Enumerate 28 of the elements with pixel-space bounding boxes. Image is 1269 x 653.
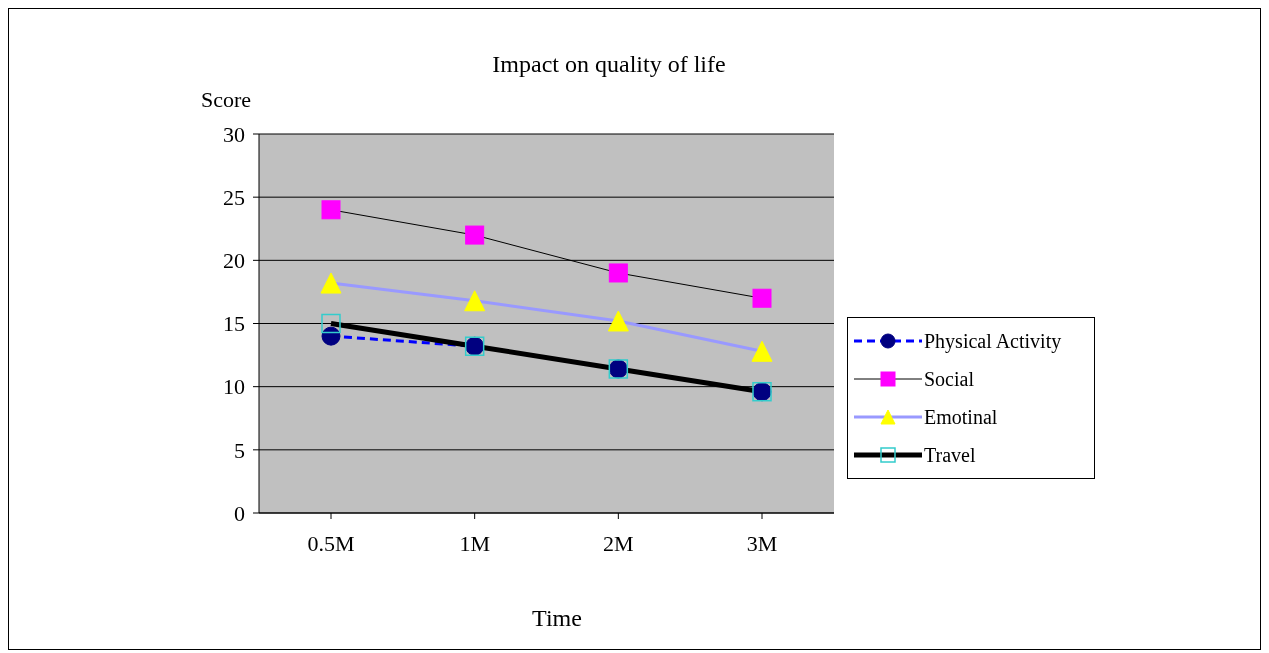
point [321, 326, 341, 346]
point [465, 225, 485, 245]
x-axis-title: Time [531, 605, 583, 632]
y-tick-label: 30 [223, 121, 245, 147]
point [464, 290, 486, 312]
y-tick-label: 10 [223, 374, 245, 400]
point [321, 200, 341, 220]
point [751, 340, 773, 362]
y-tick-label: 5 [234, 437, 245, 463]
point [320, 272, 342, 294]
y-tick-label: 20 [223, 248, 245, 274]
x-tick-label: 3M [746, 530, 778, 556]
legend-label: Social [924, 367, 974, 391]
y-axis-title: Score [201, 87, 252, 113]
y-tick-label: 25 [223, 184, 245, 210]
x-tick-label: 2M [603, 530, 634, 556]
y-tick-label: 15 [223, 311, 245, 337]
point [607, 310, 629, 332]
point [752, 288, 772, 308]
legend-label: Travel [924, 443, 976, 467]
point [321, 313, 341, 334]
point [608, 263, 628, 283]
legend-label: Physical Activity [924, 329, 1062, 353]
y-tick-label: 0 [234, 500, 245, 526]
x-tick-label: 1M [459, 530, 490, 556]
legend-label: Emotinal [924, 405, 998, 429]
x-tick-label: 0.5M [307, 530, 355, 556]
chart-title: Impact on quality of life [491, 51, 727, 78]
